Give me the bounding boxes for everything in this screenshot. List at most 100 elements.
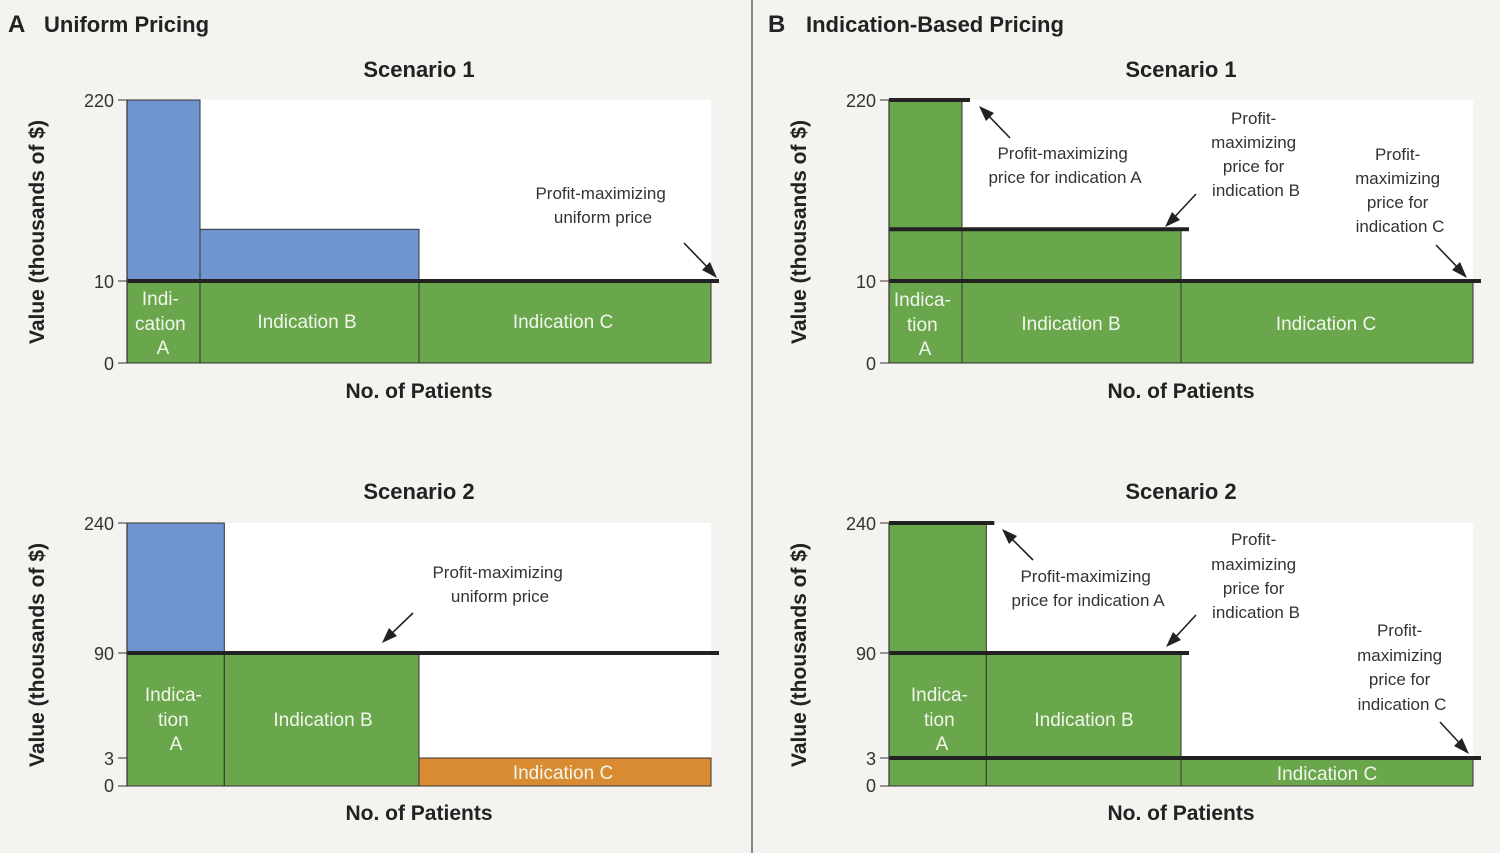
y-tick-label: 0 bbox=[104, 354, 114, 374]
x-axis-label: No. of Patients bbox=[1107, 802, 1254, 825]
bar-label-line: Indi- bbox=[142, 289, 179, 310]
arrow-price-indication-a bbox=[1002, 529, 1034, 561]
annotation-line: maximizing bbox=[1357, 646, 1442, 665]
x-axis-label: No. of Patients bbox=[345, 802, 492, 825]
bar-excluded-indication-c bbox=[418, 757, 712, 787]
chart-title: Scenario 2 bbox=[1125, 479, 1236, 504]
bar-label-line: tion bbox=[907, 315, 938, 336]
arrow-price-indication-b bbox=[1166, 614, 1197, 647]
annotation-line: indication C bbox=[1356, 217, 1445, 236]
y-tick-label: 10 bbox=[856, 272, 876, 292]
bar-sold-indication-a bbox=[126, 280, 201, 364]
annotation-price-indication-b: Profit- maximizing price for indication … bbox=[1211, 530, 1301, 622]
annotation-line: maximizing bbox=[1211, 133, 1296, 152]
y-tick-label: 220 bbox=[84, 91, 114, 111]
annotation-line: Profit- bbox=[1377, 621, 1422, 640]
bar-label-indication-c: Indication C bbox=[1277, 764, 1377, 785]
bar-sold-indication-b bbox=[985, 652, 1182, 787]
bar-label-indication-c: Indication C bbox=[513, 312, 613, 333]
annotation-line: Profit- bbox=[1231, 530, 1276, 549]
y-tick-label: 3 bbox=[104, 749, 114, 769]
annotation-price-indication-c: Profit- maximizing price for indication … bbox=[1355, 145, 1445, 236]
y-tick-label: 220 bbox=[846, 91, 876, 111]
chart-a-scenario-2: 240 90 3 0 Scenario 2 No. of Patients Va… bbox=[26, 479, 719, 825]
annotation-line: uniform price bbox=[451, 587, 549, 606]
bar-demand-indication-a bbox=[126, 99, 201, 282]
bar-label-indication-c: Indication C bbox=[1276, 314, 1376, 335]
bar-sold-indication-b bbox=[199, 280, 420, 364]
panel-a-letter: A bbox=[8, 11, 25, 38]
annotation-line: price for bbox=[1223, 157, 1285, 176]
annotation-line: Profit-maximizing bbox=[432, 563, 562, 582]
annotation-line: price for bbox=[1223, 579, 1285, 598]
annotation-line: Profit-maximizing bbox=[535, 184, 665, 203]
bar-label-line: Indica- bbox=[894, 290, 951, 311]
y-axis-label: Value (thousands of $) bbox=[788, 120, 811, 344]
bar-label-line: cation bbox=[135, 314, 186, 335]
bar-sold-indication-b bbox=[961, 228, 1182, 364]
annotation-line: price for indication A bbox=[988, 168, 1142, 187]
chart-title: Scenario 1 bbox=[363, 57, 474, 82]
annotation-line: indication B bbox=[1212, 181, 1300, 200]
arrow-price-indication-c bbox=[1439, 721, 1469, 754]
annotation-line: Profit- bbox=[1231, 109, 1276, 128]
arrow-price-indication-b bbox=[1165, 193, 1197, 227]
bar-label-indication-a: Indica- tion A bbox=[145, 685, 207, 755]
y-axis-label: Value (thousands of $) bbox=[26, 120, 49, 344]
bar-sold-indication-c bbox=[1180, 280, 1474, 364]
y-tick-label: 90 bbox=[94, 644, 114, 664]
y-axis-label: Value (thousands of $) bbox=[26, 543, 49, 767]
arrow-price-indication-a bbox=[979, 106, 1011, 139]
annotation-price-indication-c: Profit- maximizing price for indication … bbox=[1357, 621, 1447, 714]
panel-b-title: Indication-Based Pricing bbox=[806, 12, 1064, 37]
x-axis-label: No. of Patients bbox=[345, 380, 492, 403]
bar-label-indication-b: Indication B bbox=[1034, 710, 1133, 731]
bar-label-line: Indica- bbox=[911, 685, 968, 706]
y-tick-label: 240 bbox=[846, 514, 876, 534]
y-axis-label: Value (thousands of $) bbox=[788, 543, 811, 767]
bar-label-line: Indica- bbox=[145, 685, 202, 706]
bar-label-indication-b: Indication B bbox=[1021, 314, 1120, 335]
arrow-uniform-price bbox=[382, 612, 414, 643]
annotation-price-indication-b: Profit- maximizing price for indication … bbox=[1211, 109, 1301, 200]
bar-label-line: A bbox=[919, 339, 932, 360]
annotation-line: price for indication A bbox=[1011, 591, 1165, 610]
annotation-line: Profit- bbox=[1375, 145, 1420, 164]
panel-a-title: Uniform Pricing bbox=[44, 12, 209, 37]
annotation-uniform-price: Profit-maximizing uniform price bbox=[432, 563, 567, 606]
y-tick-label: 0 bbox=[104, 776, 114, 796]
bar-sold-indication-b bbox=[223, 652, 420, 787]
bar-label-indication-a: Indi- cation A bbox=[135, 289, 191, 359]
bar-label-line: A bbox=[170, 734, 183, 755]
y-tick-label: 90 bbox=[856, 644, 876, 664]
annotation-line: indication B bbox=[1212, 603, 1300, 622]
annotation-price-indication-a: Profit-maximizing price for indication A bbox=[988, 144, 1142, 187]
panel-b-letter: B bbox=[768, 11, 785, 38]
chart-b-scenario-1: 220 10 0 Scenario 1 No. of Patients Valu… bbox=[788, 57, 1481, 403]
bar-label-line: tion bbox=[158, 710, 189, 731]
chart-title: Scenario 1 bbox=[1125, 57, 1236, 82]
chart-a-scenario-1: 220 10 0 Scenario 1 No. of Patients Valu… bbox=[26, 57, 719, 403]
y-tick-label: 0 bbox=[866, 776, 876, 796]
annotation-price-indication-a: Profit-maximizing price for indication A bbox=[1011, 567, 1165, 610]
annotation-line: maximizing bbox=[1211, 555, 1296, 574]
annotation-line: price for bbox=[1367, 193, 1429, 212]
annotation-line: Profit-maximizing bbox=[997, 144, 1127, 163]
bar-demand-indication-a bbox=[126, 522, 225, 654]
x-axis-label: No. of Patients bbox=[1107, 380, 1254, 403]
annotation-line: price for bbox=[1369, 670, 1431, 689]
bar-label-line: A bbox=[157, 338, 170, 359]
annotation-uniform-price: Profit-maximizing uniform price bbox=[535, 184, 670, 227]
annotation-line: uniform price bbox=[554, 208, 652, 227]
bar-sold-indication-c bbox=[418, 280, 712, 364]
bar-label-indication-b: Indication B bbox=[257, 312, 356, 333]
chart-title: Scenario 2 bbox=[363, 479, 474, 504]
annotation-line: Profit-maximizing bbox=[1020, 567, 1150, 586]
y-tick-label: 0 bbox=[866, 354, 876, 374]
y-tick-label: 240 bbox=[84, 514, 114, 534]
bar-label-indication-c: Indication C bbox=[513, 763, 613, 784]
y-tick-label: 3 bbox=[866, 749, 876, 769]
bar-label-indication-a: Indica- tion A bbox=[894, 290, 956, 360]
